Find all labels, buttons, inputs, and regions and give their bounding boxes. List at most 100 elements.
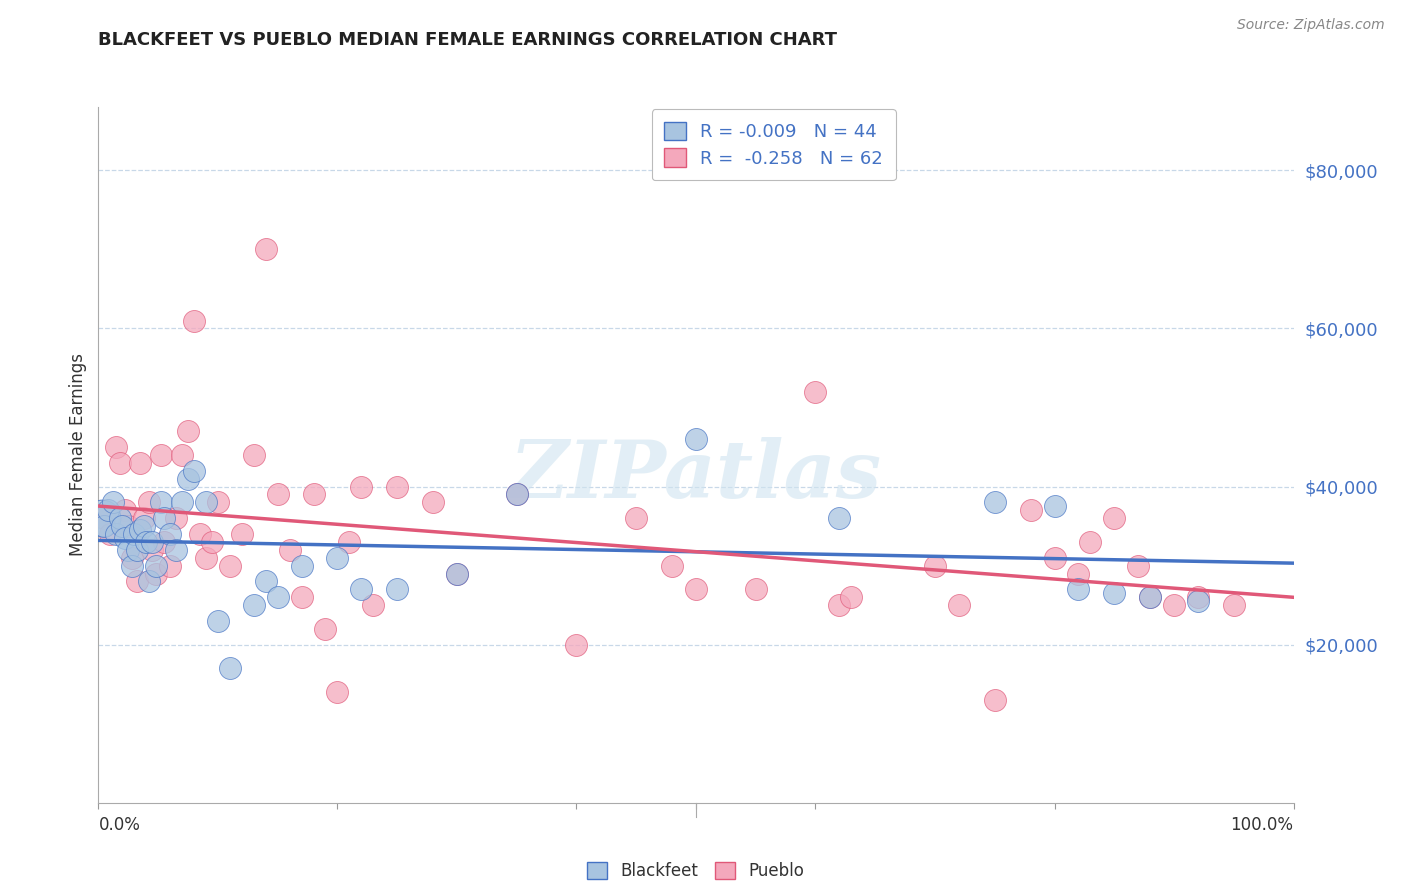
- Point: [141, 535, 163, 549]
- Point: [165, 542, 187, 557]
- Point: [132, 511, 155, 525]
- Point: [326, 550, 349, 565]
- Point: [108, 456, 131, 470]
- Point: [828, 511, 851, 525]
- Point: [1067, 566, 1090, 581]
- Point: [506, 487, 529, 501]
- Point: [124, 527, 146, 541]
- Point: [267, 487, 290, 501]
- Point: [1128, 558, 1150, 573]
- Point: [105, 440, 128, 454]
- Point: [145, 558, 167, 573]
- Point: [315, 622, 337, 636]
- Point: [278, 542, 301, 557]
- Point: [1043, 500, 1066, 514]
- Point: [1187, 594, 1209, 608]
- Point: [302, 487, 325, 501]
- Point: [101, 495, 124, 509]
- Point: [422, 495, 444, 509]
- Point: [290, 591, 312, 605]
- Point: [326, 685, 349, 699]
- Point: [219, 558, 242, 573]
- Text: 100.0%: 100.0%: [1230, 816, 1294, 834]
- Point: [219, 661, 242, 675]
- Point: [121, 550, 143, 565]
- Point: [153, 511, 176, 525]
- Point: [1102, 586, 1125, 600]
- Point: [804, 384, 827, 399]
- Point: [290, 558, 312, 573]
- Point: [149, 448, 172, 462]
- Point: [188, 527, 211, 541]
- Point: [159, 527, 181, 541]
- Text: ZIPatlas: ZIPatlas: [510, 437, 882, 515]
- Point: [125, 574, 148, 589]
- Point: [1102, 511, 1125, 525]
- Legend: Blackfeet, Pueblo: Blackfeet, Pueblo: [579, 854, 813, 888]
- Point: [924, 558, 946, 573]
- Point: [105, 527, 128, 541]
- Point: [1187, 591, 1209, 605]
- Point: [337, 535, 360, 549]
- Point: [129, 523, 152, 537]
- Point: [172, 495, 194, 509]
- Point: [350, 582, 373, 597]
- Point: [172, 448, 194, 462]
- Point: [745, 582, 768, 597]
- Point: [207, 495, 229, 509]
- Point: [385, 582, 409, 597]
- Point: [243, 598, 266, 612]
- Point: [828, 598, 851, 612]
- Point: [1019, 503, 1042, 517]
- Point: [138, 495, 160, 509]
- Text: Source: ZipAtlas.com: Source: ZipAtlas.com: [1237, 18, 1385, 32]
- Point: [506, 487, 529, 501]
- Point: [108, 511, 131, 525]
- Point: [141, 542, 163, 557]
- Point: [177, 472, 200, 486]
- Point: [385, 479, 409, 493]
- Point: [145, 566, 167, 581]
- Point: [685, 582, 707, 597]
- Point: [121, 558, 143, 573]
- Point: [138, 574, 160, 589]
- Text: BLACKFEET VS PUEBLO MEDIAN FEMALE EARNINGS CORRELATION CHART: BLACKFEET VS PUEBLO MEDIAN FEMALE EARNIN…: [98, 31, 838, 49]
- Point: [446, 566, 468, 581]
- Point: [1139, 591, 1161, 605]
- Point: [1043, 550, 1066, 565]
- Point: [177, 424, 200, 438]
- Point: [231, 527, 253, 541]
- Point: [183, 464, 205, 478]
- Point: [661, 558, 683, 573]
- Point: [165, 511, 187, 525]
- Point: [91, 511, 114, 525]
- Point: [685, 432, 707, 446]
- Point: [93, 511, 115, 525]
- Point: [1067, 582, 1090, 597]
- Point: [129, 456, 152, 470]
- Point: [363, 598, 385, 612]
- Point: [93, 519, 115, 533]
- Text: 0.0%: 0.0%: [98, 816, 141, 834]
- Point: [254, 574, 277, 589]
- Point: [839, 591, 862, 605]
- Point: [194, 495, 217, 509]
- Point: [350, 479, 373, 493]
- Point: [117, 542, 139, 557]
- Point: [135, 535, 157, 549]
- Point: [97, 503, 120, 517]
- Point: [201, 535, 224, 549]
- Point: [1222, 598, 1246, 612]
- Point: [153, 535, 176, 549]
- Point: [446, 566, 468, 581]
- Point: [132, 519, 155, 533]
- Point: [267, 591, 290, 605]
- Point: [983, 693, 1005, 707]
- Point: [114, 503, 136, 517]
- Point: [194, 550, 217, 565]
- Y-axis label: Median Female Earnings: Median Female Earnings: [69, 353, 87, 557]
- Point: [207, 614, 229, 628]
- Point: [1080, 535, 1102, 549]
- Point: [254, 243, 277, 257]
- Point: [125, 542, 148, 557]
